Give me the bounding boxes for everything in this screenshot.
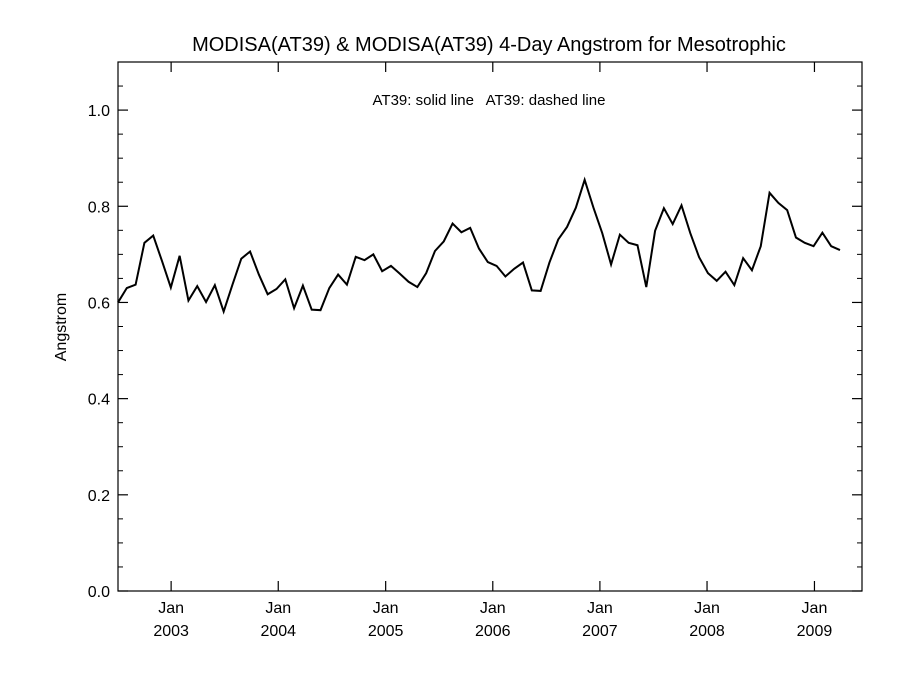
x-tick-label-month: Jan [158,600,184,617]
x-tick-label-month: Jan [373,600,399,617]
x-tick-label-month: Jan [480,600,506,617]
x-tick-label-year: 2006 [475,623,511,640]
x-tick-label-year: 2005 [368,623,404,640]
y-tick-label: 0.2 [88,488,110,505]
y-tick-label: 1.0 [88,103,110,120]
y-tick-label: 0.6 [88,295,110,312]
x-tick-label-month: Jan [694,600,720,617]
x-tick-label-year: 2008 [689,623,725,640]
x-tick-label-month: Jan [265,600,291,617]
x-tick-label-month: Jan [802,600,828,617]
y-tick-label: 0.0 [88,584,110,601]
plot-frame [117,61,863,592]
x-tick-label-year: 2004 [260,623,296,640]
series-line-1 [117,176,841,315]
legend-text: AT39: solid line AT39: dashed line [373,92,606,109]
series-layer [117,176,841,315]
x-tick-label-year: 2009 [797,623,833,640]
x-tick-label-year: 2003 [153,623,189,640]
x-tick-label-year: 2007 [582,623,618,640]
y-tick-label: 0.4 [88,392,110,409]
y-axis-label: Angstrom [53,293,70,361]
chart-title: MODISA(AT39) & MODISA(AT39) 4-Day Angstr… [192,34,786,56]
y-tick-label: 0.8 [88,199,110,216]
x-tick-label-month: Jan [587,600,613,617]
axes: 0.0 0.2 0.4 0.6 0.8 1.0 Jan 2003 Jan 2004 Jan 2005 J… [88,61,863,640]
